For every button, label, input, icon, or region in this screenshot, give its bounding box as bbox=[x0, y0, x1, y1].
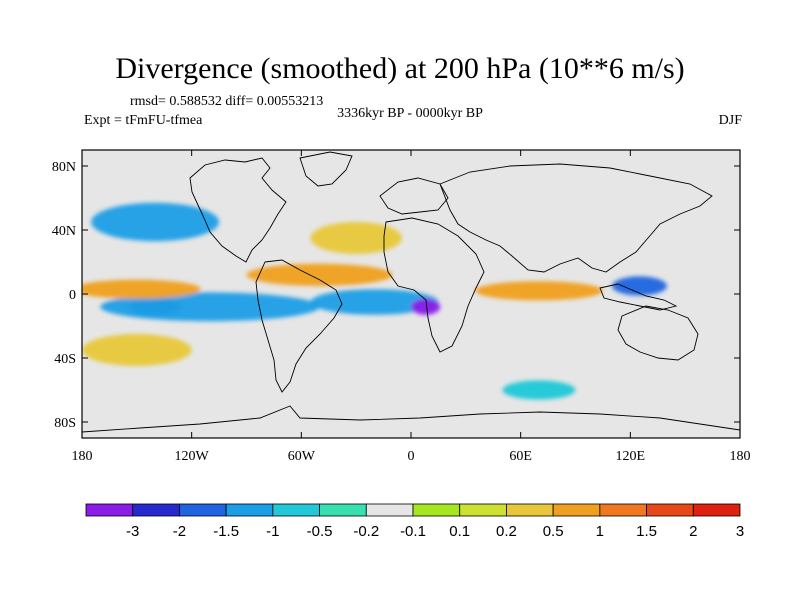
colorbar-swatch bbox=[412, 503, 461, 517]
x-tick-label: 60E bbox=[509, 449, 532, 464]
colorbar-swatch bbox=[506, 503, 554, 517]
coastline-europe bbox=[379, 177, 449, 215]
colorbar-label: 0.1 bbox=[449, 523, 470, 540]
field-south-america-divergence bbox=[246, 263, 393, 286]
coastline-greenland bbox=[299, 151, 353, 187]
colorbar-label: 3 bbox=[736, 523, 744, 540]
season-label: DJF bbox=[718, 113, 742, 128]
x-tick-label: 60W bbox=[288, 449, 316, 464]
x-tick-label: 120W bbox=[175, 449, 210, 464]
colorbar-swatch bbox=[459, 503, 507, 517]
colorbar-swatch bbox=[692, 503, 741, 517]
experiment-label: Expt = tFmFU-tfmea bbox=[84, 113, 203, 128]
colorbar-swatch bbox=[365, 503, 414, 517]
coastline-australia bbox=[617, 305, 699, 361]
colorbar-label: -0.5 bbox=[307, 523, 333, 540]
field-southern-ocean-convergence bbox=[502, 380, 576, 400]
coastline-africa bbox=[383, 217, 485, 353]
x-tick-label: 180 bbox=[72, 449, 93, 464]
field-south-pacific-divergence bbox=[82, 334, 192, 366]
colorbar-label: -3 bbox=[126, 523, 139, 540]
colorbar-label: 1 bbox=[596, 523, 604, 540]
colorbar-swatch bbox=[599, 503, 647, 517]
axes-group: 80N 40N 0 40S 80S 180 120W 60W 0 60E 120E 180 bbox=[52, 150, 751, 464]
field-indonesia-convergence bbox=[612, 276, 667, 296]
colorbar-label: -0.1 bbox=[400, 523, 426, 540]
coastline-group bbox=[82, 151, 740, 433]
stats-line: rmsd= 0.588532 diff= 0.00553213 bbox=[130, 94, 324, 109]
field-atlantic-equatorial-convergence bbox=[310, 289, 439, 315]
colorbar-label: -1 bbox=[266, 523, 279, 540]
y-tick-label: 40N bbox=[52, 224, 76, 239]
colorbar-swatch bbox=[179, 503, 227, 517]
colorbar-swatch bbox=[225, 503, 274, 517]
coastline-north-america bbox=[189, 157, 287, 263]
field-north-pacific-divergence-band bbox=[82, 279, 201, 299]
coastline-asia bbox=[439, 163, 713, 273]
coastline-south-america bbox=[255, 259, 343, 393]
colorbar-label: 1.5 bbox=[636, 523, 657, 540]
field-north-pacific-convergence bbox=[91, 202, 220, 242]
field-indian-ocean-divergence bbox=[474, 281, 603, 301]
x-tick-label: 180 bbox=[730, 449, 751, 464]
colorbar-label: -2 bbox=[173, 523, 186, 540]
colorbar-swatch bbox=[132, 503, 180, 517]
x-tick-label: 120E bbox=[616, 449, 646, 464]
y-tick-label: 0 bbox=[69, 288, 76, 303]
y-tick-label: 80N bbox=[52, 160, 76, 175]
y-tick-label: 40S bbox=[54, 352, 76, 367]
coastline-antarctica bbox=[82, 405, 740, 433]
x-tick-label: 0 bbox=[408, 449, 415, 464]
colorbar-swatch bbox=[319, 503, 367, 517]
field-north-atlantic-divergence bbox=[310, 222, 402, 254]
colorbar-label: -1.5 bbox=[213, 523, 239, 540]
colorbar-label: 0.5 bbox=[543, 523, 564, 540]
period-label: 3336kyr BP - 0000kyr BP bbox=[337, 106, 483, 121]
colorbar-label: -0.2 bbox=[353, 523, 379, 540]
colorbar-swatch bbox=[552, 503, 601, 517]
chart-title: Divergence (smoothed) at 200 hPa (10**6 … bbox=[115, 52, 685, 85]
colorbar-swatch bbox=[272, 503, 320, 517]
colorbar: -3 -2 -1.5 -1 -0.5 -0.2 -0.1 0.1 0.2 0.5 1 1.5 2 3 bbox=[85, 503, 744, 540]
field-equatorial-central-pacific-convergence bbox=[100, 292, 320, 322]
field-central-africa-convergence bbox=[411, 298, 441, 315]
y-tick-label: 80S bbox=[54, 416, 76, 431]
colorbar-swatch bbox=[85, 503, 134, 517]
coastline-indonesia bbox=[599, 283, 678, 311]
colorbar-label: 0.2 bbox=[496, 523, 517, 540]
colorbar-swatch bbox=[646, 503, 694, 517]
colorbar-label: 2 bbox=[689, 523, 697, 540]
